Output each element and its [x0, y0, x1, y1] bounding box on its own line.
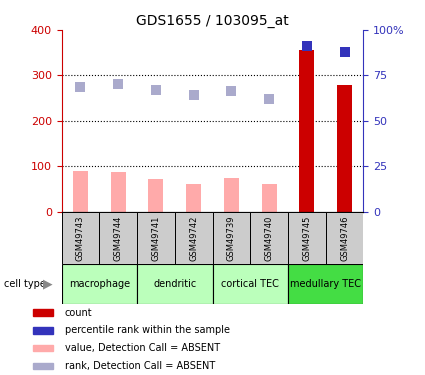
- Point: [115, 81, 122, 87]
- FancyBboxPatch shape: [62, 212, 99, 264]
- FancyBboxPatch shape: [175, 212, 212, 264]
- Text: GSM49739: GSM49739: [227, 215, 236, 261]
- FancyBboxPatch shape: [212, 212, 250, 264]
- Text: GSM49743: GSM49743: [76, 215, 85, 261]
- Bar: [110, 172, 126, 212]
- FancyBboxPatch shape: [326, 212, 363, 264]
- FancyBboxPatch shape: [99, 212, 137, 264]
- Point: [303, 43, 310, 49]
- Text: percentile rank within the sample: percentile rank within the sample: [65, 326, 230, 336]
- Point: [228, 88, 235, 94]
- FancyBboxPatch shape: [212, 264, 288, 304]
- Text: rank, Detection Call = ABSENT: rank, Detection Call = ABSENT: [65, 361, 215, 371]
- Bar: [186, 184, 201, 212]
- Bar: [261, 184, 277, 212]
- FancyBboxPatch shape: [137, 212, 175, 264]
- Point: [190, 93, 197, 99]
- Point: [153, 87, 159, 93]
- Text: count: count: [65, 308, 92, 318]
- Text: dendritic: dendritic: [153, 279, 196, 289]
- Bar: [337, 86, 352, 212]
- Bar: [224, 178, 239, 212]
- Point: [341, 49, 348, 55]
- FancyBboxPatch shape: [62, 264, 137, 304]
- Text: GSM49746: GSM49746: [340, 215, 349, 261]
- Text: cell type: cell type: [4, 279, 46, 289]
- Bar: [73, 171, 88, 212]
- Text: macrophage: macrophage: [69, 279, 130, 289]
- FancyBboxPatch shape: [288, 264, 363, 304]
- FancyBboxPatch shape: [288, 212, 326, 264]
- Point: [266, 96, 272, 102]
- Text: GSM49745: GSM49745: [302, 215, 311, 261]
- Text: GSM49740: GSM49740: [265, 215, 274, 261]
- Text: GSM49744: GSM49744: [114, 215, 123, 261]
- Bar: [148, 179, 164, 212]
- Text: ▶: ▶: [42, 278, 52, 291]
- Bar: [33, 309, 53, 316]
- FancyBboxPatch shape: [137, 264, 212, 304]
- Point: [77, 84, 84, 90]
- Title: GDS1655 / 103095_at: GDS1655 / 103095_at: [136, 13, 289, 28]
- Text: medullary TEC: medullary TEC: [290, 279, 361, 289]
- Text: cortical TEC: cortical TEC: [221, 279, 279, 289]
- Bar: [33, 327, 53, 334]
- Bar: [33, 345, 53, 351]
- Text: value, Detection Call = ABSENT: value, Detection Call = ABSENT: [65, 343, 220, 353]
- Text: GSM49742: GSM49742: [189, 215, 198, 261]
- Bar: [299, 51, 314, 212]
- Text: GSM49741: GSM49741: [151, 215, 160, 261]
- Bar: [33, 363, 53, 369]
- FancyBboxPatch shape: [250, 212, 288, 264]
